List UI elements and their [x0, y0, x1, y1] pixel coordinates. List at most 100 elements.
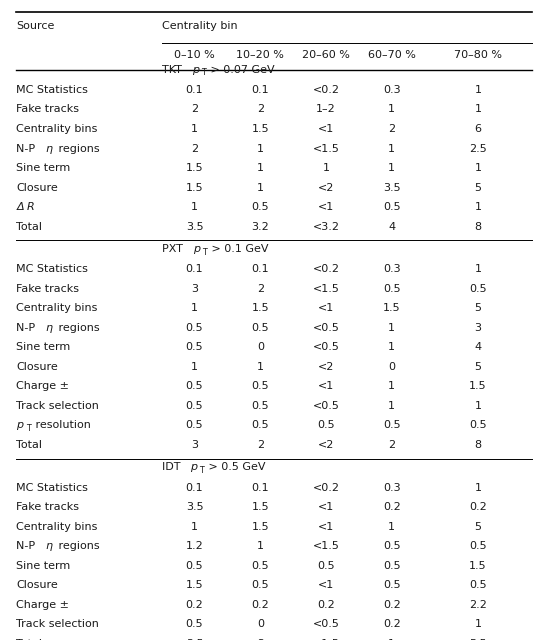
Text: <0.5: <0.5: [312, 620, 340, 630]
Text: 1.5: 1.5: [252, 124, 269, 134]
Text: Closure: Closure: [16, 362, 58, 372]
Text: 0.1: 0.1: [252, 85, 269, 95]
Text: 0.5: 0.5: [186, 342, 203, 353]
Text: <1: <1: [318, 124, 334, 134]
Text: Fake tracks: Fake tracks: [16, 104, 79, 115]
Text: 3: 3: [475, 323, 482, 333]
Text: 1: 1: [257, 143, 264, 154]
Text: 2: 2: [256, 284, 264, 294]
Text: 0.2: 0.2: [383, 502, 401, 513]
Text: 70–80 %: 70–80 %: [454, 50, 502, 60]
Text: <1: <1: [318, 381, 334, 392]
Text: 0.3: 0.3: [383, 264, 401, 275]
Text: 4: 4: [388, 221, 396, 232]
Text: <1.5: <1.5: [312, 284, 340, 294]
Text: <0.5: <0.5: [312, 323, 340, 333]
Text: regions: regions: [55, 143, 99, 154]
Text: 0.5: 0.5: [383, 561, 401, 571]
Text: 0.5: 0.5: [252, 420, 269, 431]
Text: 1: 1: [389, 163, 395, 173]
Text: > 0.1 GeV: > 0.1 GeV: [208, 244, 269, 254]
Text: 0.5: 0.5: [186, 620, 203, 630]
Text: <1: <1: [318, 502, 334, 513]
Text: 0.2: 0.2: [252, 600, 269, 610]
Text: 1: 1: [389, 323, 395, 333]
Text: Δ: Δ: [16, 202, 24, 212]
Text: 0: 0: [389, 362, 395, 372]
Text: 0.5: 0.5: [317, 420, 335, 431]
Text: p: p: [193, 244, 200, 254]
Text: PXT: PXT: [162, 244, 186, 254]
Text: <1.5: <1.5: [312, 541, 340, 552]
Text: > 0.07 GeV: > 0.07 GeV: [207, 65, 275, 74]
Text: 0.5: 0.5: [383, 580, 401, 591]
Text: 3.5: 3.5: [383, 182, 401, 193]
Text: <1: <1: [318, 303, 334, 314]
Text: Centrality bin: Centrality bin: [162, 20, 237, 31]
Text: 1: 1: [191, 522, 198, 532]
Text: <1: <1: [318, 580, 334, 591]
Text: η: η: [45, 323, 53, 333]
Text: 1–2: 1–2: [316, 104, 336, 115]
Text: T: T: [199, 467, 204, 476]
Text: <0.2: <0.2: [312, 264, 340, 275]
Text: 3.2: 3.2: [252, 221, 269, 232]
Text: p: p: [192, 65, 199, 74]
Text: Total: Total: [16, 639, 42, 640]
Text: 1.5: 1.5: [252, 502, 269, 513]
Text: 5: 5: [475, 303, 482, 314]
Text: regions: regions: [55, 541, 99, 552]
Text: 0.5: 0.5: [469, 541, 487, 552]
Text: 8: 8: [475, 440, 482, 450]
Text: Total: Total: [16, 221, 42, 232]
Text: Source: Source: [16, 20, 55, 31]
Text: 3: 3: [191, 440, 198, 450]
Text: 0.5: 0.5: [317, 561, 335, 571]
Text: 2.2: 2.2: [469, 600, 487, 610]
Text: 5: 5: [475, 182, 482, 193]
Text: 0.2: 0.2: [186, 600, 203, 610]
Text: 1.5: 1.5: [469, 561, 487, 571]
Text: 0.5: 0.5: [186, 401, 203, 411]
Text: Total: Total: [16, 440, 42, 450]
Text: 0.5: 0.5: [252, 381, 269, 392]
Text: p: p: [16, 420, 24, 431]
Text: 1.5: 1.5: [252, 522, 269, 532]
Text: <2: <2: [318, 182, 334, 193]
Text: 1: 1: [389, 143, 395, 154]
Text: 0.5: 0.5: [186, 381, 203, 392]
Text: Closure: Closure: [16, 182, 58, 193]
Text: MC Statistics: MC Statistics: [16, 264, 88, 275]
Text: <1: <1: [318, 522, 334, 532]
Text: IDT: IDT: [162, 463, 184, 472]
Text: 0.2: 0.2: [383, 620, 401, 630]
Text: p: p: [190, 463, 197, 472]
Text: 1: 1: [475, 85, 482, 95]
Text: 0.5: 0.5: [252, 202, 269, 212]
Text: <0.2: <0.2: [312, 85, 340, 95]
Text: Sine term: Sine term: [16, 342, 71, 353]
Text: 0.2: 0.2: [469, 502, 487, 513]
Text: T: T: [202, 248, 207, 257]
Text: η: η: [45, 143, 53, 154]
Text: 0.5: 0.5: [383, 202, 401, 212]
Text: 0.3: 0.3: [383, 483, 401, 493]
Text: Centrality bins: Centrality bins: [16, 522, 98, 532]
Text: 0.1: 0.1: [252, 264, 269, 275]
Text: 1: 1: [257, 182, 264, 193]
Text: 2.5: 2.5: [469, 143, 487, 154]
Text: 0.5: 0.5: [186, 323, 203, 333]
Text: 0.2: 0.2: [383, 600, 401, 610]
Text: 2: 2: [256, 104, 264, 115]
Text: Charge ±: Charge ±: [16, 381, 70, 392]
Text: 1: 1: [191, 202, 198, 212]
Text: T: T: [201, 68, 206, 77]
Text: 4: 4: [475, 342, 482, 353]
Text: 0.2: 0.2: [317, 600, 335, 610]
Text: 1: 1: [389, 401, 395, 411]
Text: 1: 1: [475, 401, 482, 411]
Text: 1: 1: [475, 264, 482, 275]
Text: Track selection: Track selection: [16, 401, 99, 411]
Text: Charge ±: Charge ±: [16, 600, 70, 610]
Text: η: η: [45, 541, 53, 552]
